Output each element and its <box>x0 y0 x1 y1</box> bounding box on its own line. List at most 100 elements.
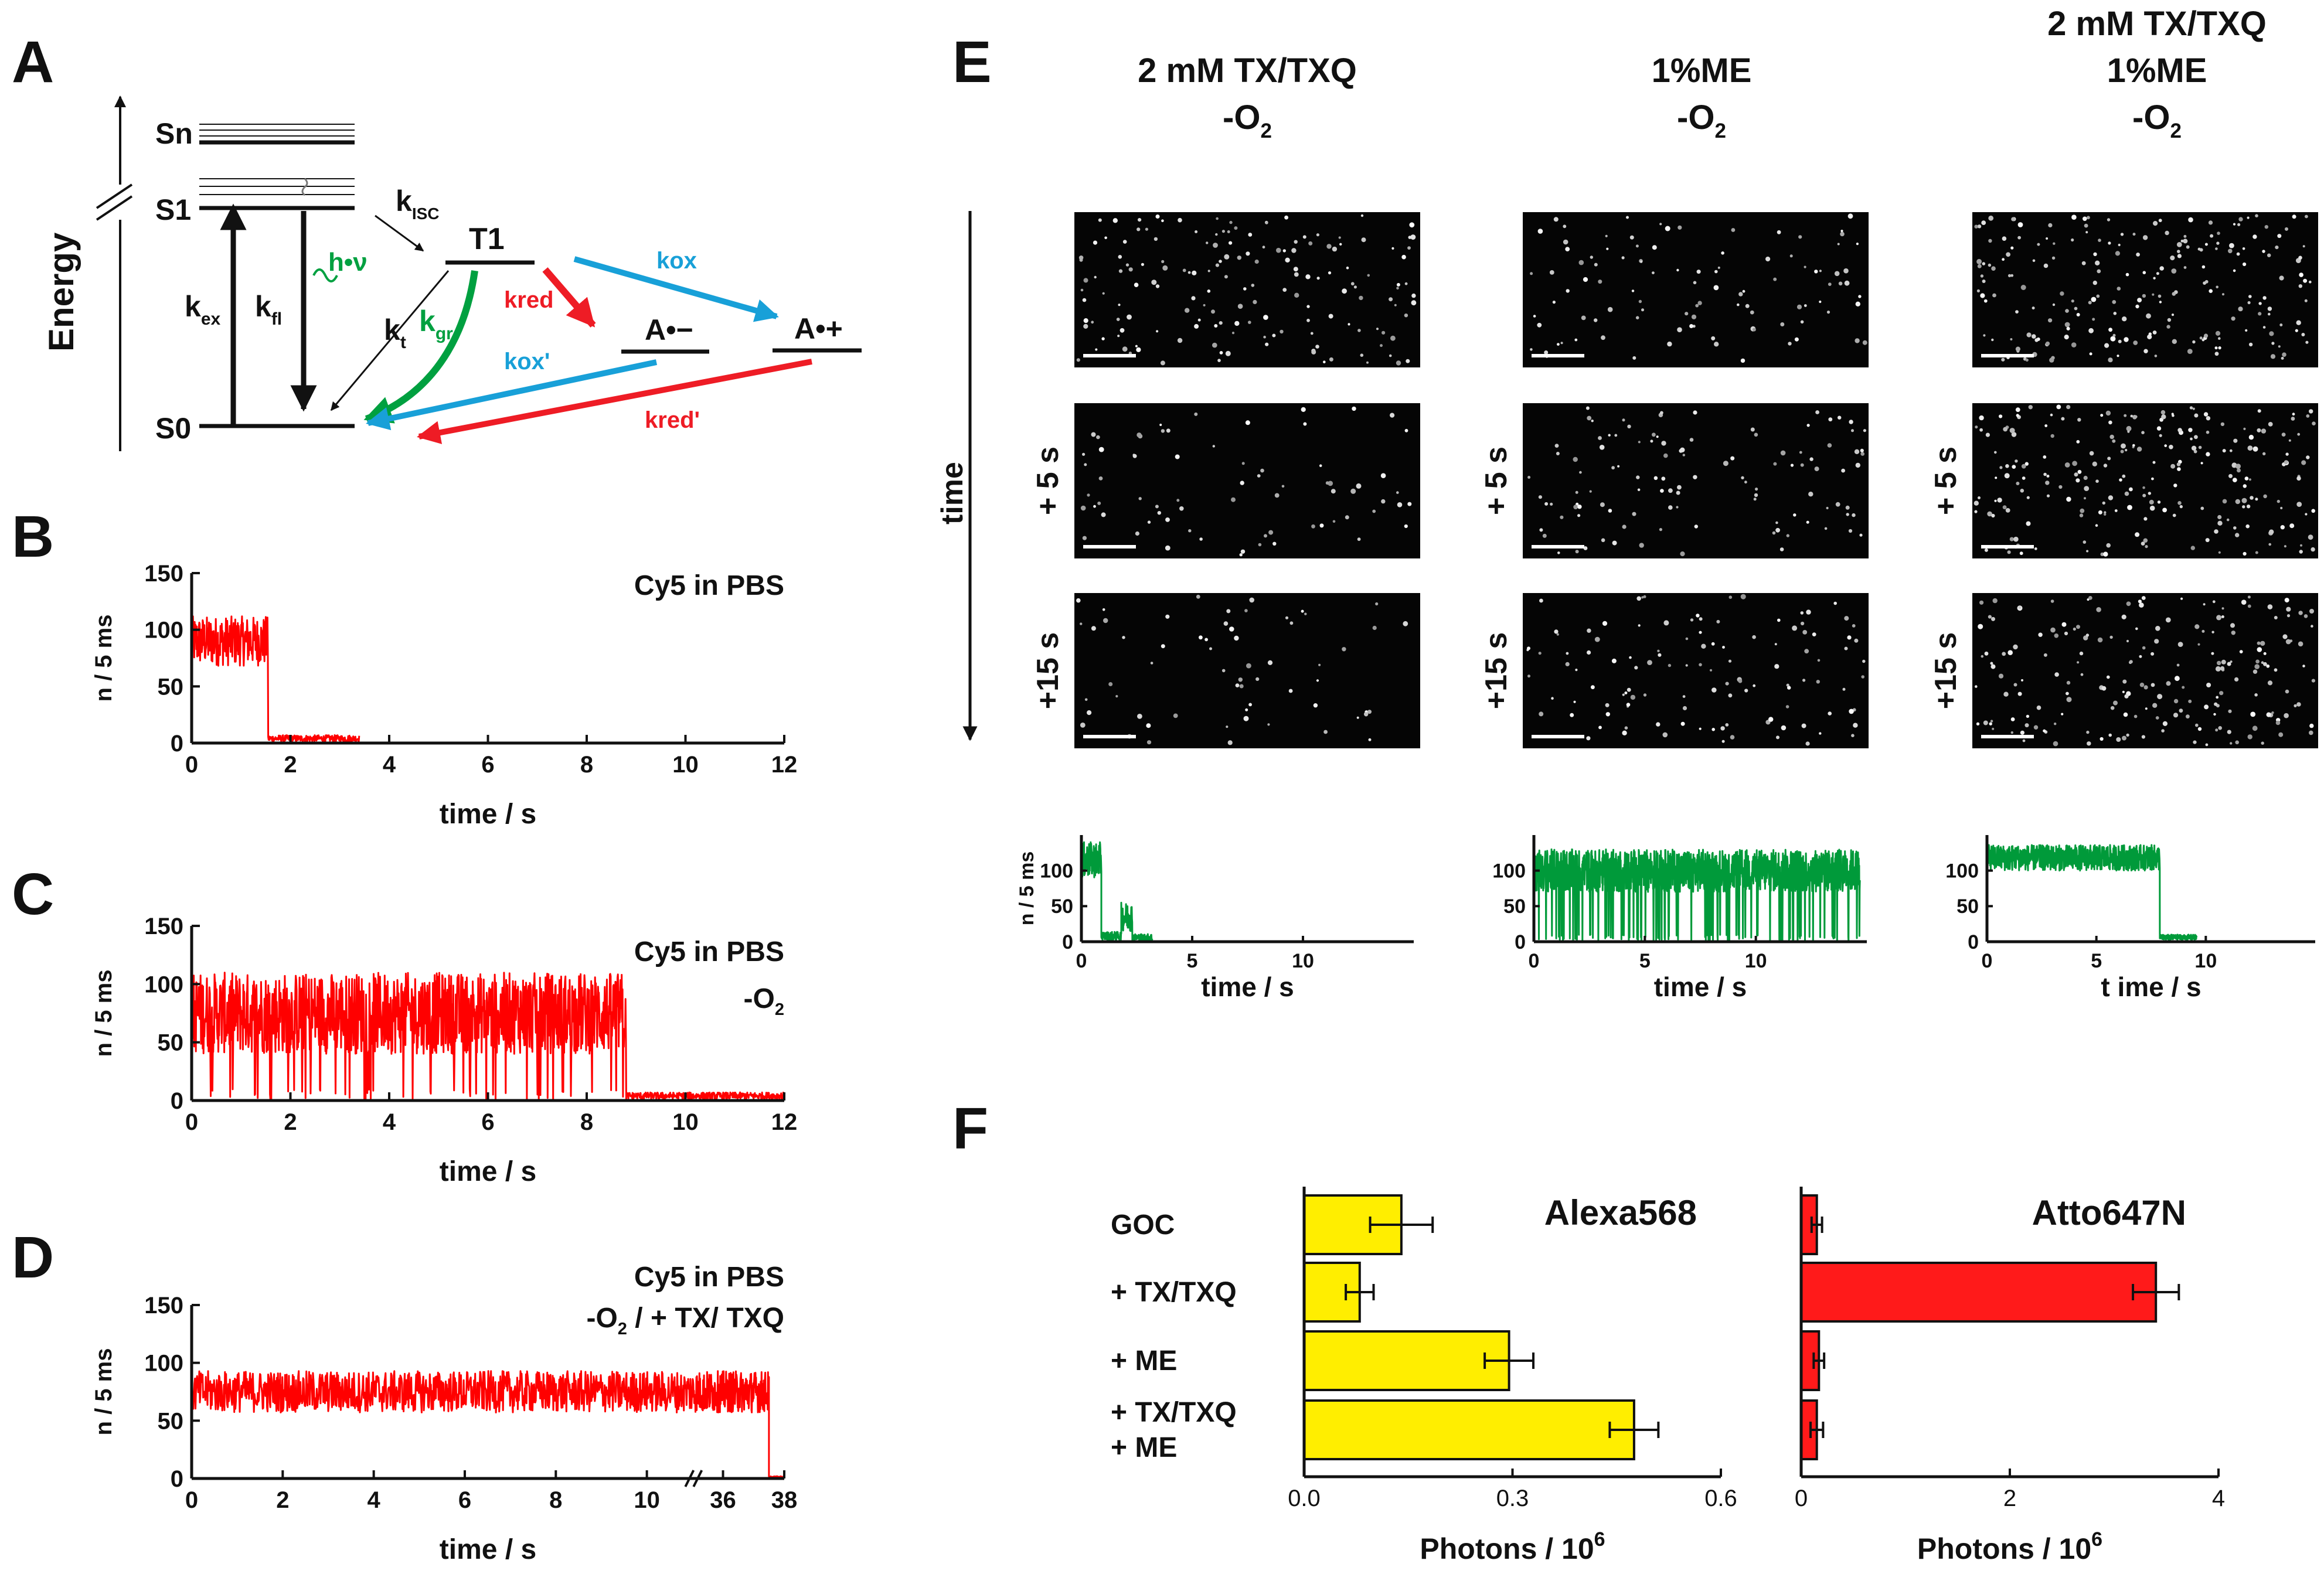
fluorescent-spot <box>1549 270 1554 275</box>
fluorescent-spot <box>2034 338 2039 342</box>
fluorescent-spot <box>2110 336 2116 342</box>
fluorescent-spot <box>1179 506 1184 511</box>
fluorescent-spot <box>1234 635 1239 641</box>
fluorescent-spot <box>2213 713 2216 716</box>
fluorescent-spot <box>2129 487 2133 492</box>
fluorescent-spot <box>2010 246 2014 250</box>
fluorescent-spot <box>1237 304 1243 309</box>
x-tick-label: 8 <box>580 1109 593 1135</box>
fluorescent-spot <box>1254 259 1259 264</box>
fluorescent-spot <box>1800 611 1804 615</box>
fluorescent-spot <box>2248 435 2254 440</box>
fluorescent-spot <box>1087 493 1090 497</box>
fluorescent-spot <box>2305 513 2308 516</box>
fluorescent-spot <box>1621 256 1625 260</box>
fluorescent-spot <box>2267 604 2273 609</box>
fluorescent-spot <box>1227 230 1230 233</box>
x-axis-label: time / s <box>1201 972 1294 1002</box>
chart-b: 0 2 4 6 8 10 12 0 50 100 150 time / s n / 5 ms Cy5 in… <box>91 561 797 830</box>
fluorescent-spot <box>1537 322 1542 328</box>
panel-e: 2 mM TX/TXQ-O21%ME-O22 mM TX/TXQ1%ME-O2 … <box>935 5 2318 748</box>
fluorescent-spot <box>1115 695 1118 698</box>
fluorescent-spot <box>1636 475 1640 479</box>
fluorescent-spot <box>1713 285 1719 291</box>
fluorescent-spot <box>2183 239 2188 244</box>
fluorescent-spot <box>1583 277 1588 282</box>
fluorescent-spot <box>1590 255 1593 259</box>
fluorescent-spot <box>2262 326 2266 329</box>
fluorescent-spot <box>1575 669 1578 672</box>
fluorescent-spot <box>2106 675 2110 679</box>
fluorescent-spot <box>1629 656 1632 659</box>
fluorescent-spot <box>1087 710 1092 716</box>
fluorescent-spot <box>2233 438 2238 443</box>
fluorescent-spot <box>2022 476 2026 480</box>
fluorescent-spot <box>2077 418 2081 422</box>
a-plus-label: A•+ <box>794 312 843 345</box>
fluorescent-spot <box>2097 637 2103 643</box>
fluorescent-spot <box>1221 669 1226 673</box>
fluorescent-spot <box>2032 334 2036 339</box>
x-axis-label: time / s <box>440 1534 536 1565</box>
fluorescent-spot <box>1380 473 1386 478</box>
fluorescent-spot <box>2122 690 2125 693</box>
fluorescent-spot <box>2194 413 2199 418</box>
fluorescent-spot <box>2120 233 2124 236</box>
fluorescent-spot <box>1389 297 1393 302</box>
fluorescent-spot <box>2220 422 2225 427</box>
fluorescent-spot <box>1840 231 1845 237</box>
k-t-arrow <box>330 270 450 411</box>
k-red-arrow <box>542 267 596 328</box>
fluorescent-spot <box>1793 513 1796 517</box>
fluorescent-spot <box>2177 501 2182 505</box>
fluorescent-spot <box>1587 628 1591 633</box>
fluorescent-spot <box>1372 625 1377 631</box>
fluorescent-spot <box>1301 407 1306 413</box>
fluorescent-spot <box>1165 517 1170 522</box>
fluorescent-spot <box>2009 428 2015 434</box>
category-label: + ME <box>1111 1432 1177 1463</box>
fluorescent-spot <box>1544 350 1549 355</box>
fluorescent-spot <box>1611 658 1617 663</box>
fluorescent-spot <box>1102 608 1105 611</box>
fluorescent-spot <box>2269 331 2274 336</box>
fluorescent-spot <box>2107 456 2111 461</box>
fluorescent-spot <box>1660 489 1664 493</box>
fluorescent-spot <box>1376 328 1379 331</box>
fluorescent-spot <box>2241 498 2247 503</box>
fluorescent-spot <box>1714 270 1718 274</box>
y-tick-label: 50 <box>1503 895 1526 918</box>
fluorescent-spot <box>1980 293 1985 298</box>
fluorescent-spot <box>2302 245 2305 248</box>
fluorescent-spot <box>1799 451 1802 454</box>
x-tick-label: 6 <box>481 752 494 778</box>
fluorescent-spot <box>2043 653 2047 657</box>
s0-label: S0 <box>155 412 191 445</box>
fluorescent-spot <box>1272 333 1276 338</box>
fluorescent-spot <box>2010 731 2013 734</box>
fluorescent-spot <box>2247 734 2252 740</box>
y-tick-label: 100 <box>1945 860 1979 883</box>
fluorescent-spot <box>2126 601 2131 607</box>
fluorescent-spot <box>1396 287 1399 290</box>
fluorescent-spot <box>1828 282 1832 286</box>
fluorescent-spot <box>1846 513 1849 516</box>
fluorescent-spot <box>1118 269 1123 273</box>
fluorescent-spot <box>1614 434 1618 437</box>
fluorescent-spot <box>2228 709 2232 713</box>
fluorescent-spot <box>1411 293 1416 298</box>
fluorescent-spot <box>1076 358 1080 362</box>
chart-subtitle: -O2 / + TX/ TXQ <box>586 1303 784 1338</box>
fluorescent-spot <box>2267 306 2272 311</box>
fluorescent-spot <box>1557 551 1560 554</box>
x-tick-label: 0 <box>1529 950 1540 972</box>
fluorescent-spot <box>2011 217 2016 222</box>
fluorescent-spot <box>2036 705 2041 710</box>
fluorescent-spot <box>1622 693 1625 696</box>
fluorescent-spot <box>1721 251 1724 255</box>
x-tick-label: 10 <box>672 1109 699 1135</box>
y-tick-label: 0 <box>171 1088 183 1114</box>
fluorescent-spot <box>2141 735 2145 739</box>
fluorescent-spot <box>1828 711 1832 716</box>
fluorescent-spot <box>2071 214 2077 220</box>
